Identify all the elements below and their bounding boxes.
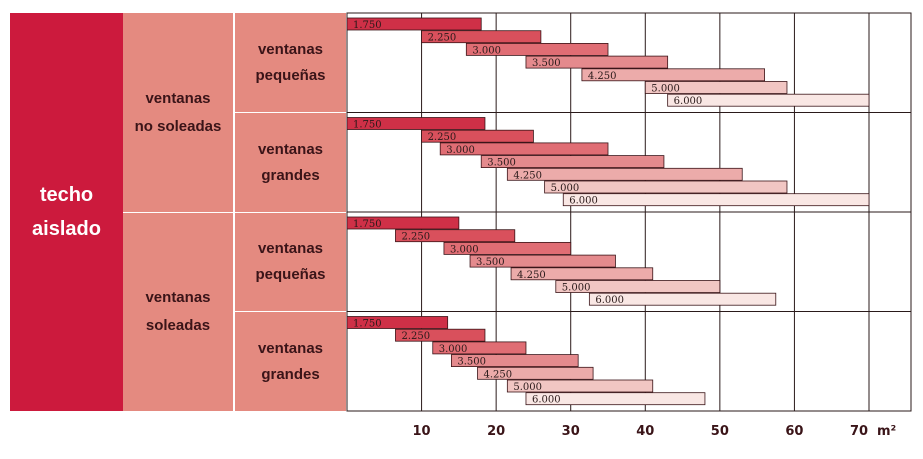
- bar: [465, 43, 609, 56]
- bar: [421, 30, 542, 44]
- bar-label: 6.000: [569, 196, 598, 207]
- subgroup-header-line2: grandes: [261, 166, 320, 184]
- subgroup-header-3: ventanas pequeñas: [234, 213, 346, 312]
- bar-label: 3.000: [472, 45, 501, 56]
- bar: [562, 193, 870, 207]
- group-header-line1: ventanas: [145, 289, 211, 306]
- bar: [506, 167, 743, 181]
- bar-label: 1.750: [353, 219, 382, 230]
- x-tick-label: 40: [636, 424, 654, 439]
- bar: [506, 379, 654, 393]
- bar: [667, 93, 870, 107]
- bar-label: 4.250: [588, 71, 617, 82]
- group-header-line2: no soleadas: [134, 117, 222, 135]
- bar-label: 6.000: [532, 395, 561, 406]
- bar-label: 4.250: [484, 369, 513, 380]
- subgroup-header-line2: grandes: [261, 365, 320, 383]
- bar: [346, 216, 460, 230]
- group-header-no-soleadas: ventanas no soleadas: [123, 13, 234, 213]
- bar: [395, 328, 486, 342]
- bar-label: 6.000: [674, 96, 703, 107]
- bar: [346, 17, 482, 31]
- group-header-soleadas: ventanas soleadas: [123, 213, 234, 411]
- bar-label: 3.500: [532, 58, 561, 69]
- bar: [480, 155, 665, 169]
- bar: [588, 292, 777, 306]
- bar: [555, 280, 721, 293]
- bar: [432, 341, 527, 355]
- bar-label: 2.250: [428, 132, 457, 143]
- x-axis-ticks: 10 20 30 40 50 60 70 m²: [413, 424, 897, 439]
- bar-label: 2.250: [401, 331, 430, 342]
- bar: [439, 142, 609, 156]
- bar-label: 2.250: [428, 33, 457, 44]
- bar-label: 3.000: [439, 344, 468, 355]
- bar: [450, 354, 579, 368]
- bar: [581, 68, 766, 82]
- group-header-line2: soleadas: [145, 317, 211, 334]
- bar-label: 3.000: [450, 244, 479, 255]
- bar-label: 3.500: [487, 158, 516, 169]
- subgroup-header-line1: ventanas: [257, 140, 324, 158]
- bar-label: 3.000: [446, 145, 475, 156]
- bar-label: 1.750: [353, 319, 382, 330]
- subgroup-header-line1: ventanas: [257, 240, 324, 257]
- bar-label: 3.500: [476, 257, 505, 268]
- row-header-main: techo aislado: [10, 13, 123, 411]
- x-tick-label: 30: [562, 424, 580, 439]
- bar-label: 4.250: [513, 170, 542, 181]
- bar: [525, 392, 706, 406]
- row-header-main-line2: aislado: [32, 218, 101, 240]
- bar-label: 5.000: [562, 283, 591, 294]
- bar: [644, 81, 788, 94]
- bar: [421, 129, 534, 143]
- x-unit-label: m²: [877, 424, 896, 439]
- subgroup-header-4: ventanas grandes: [234, 312, 346, 411]
- subgroup-header-line1: ventanas: [257, 339, 324, 357]
- subgroup-header-line1: ventanas: [257, 40, 324, 58]
- bar-label: 5.000: [513, 382, 542, 393]
- bar: [469, 254, 616, 268]
- bar-label: 3.500: [457, 357, 486, 368]
- x-tick-label: 10: [413, 424, 431, 439]
- x-tick-label: 70: [850, 424, 868, 439]
- row-header-main-line1: techo: [39, 184, 94, 206]
- bar: [395, 229, 516, 243]
- bar: [346, 117, 486, 130]
- bar: [443, 241, 572, 255]
- bar: [525, 55, 669, 69]
- subgroup-header-line2: pequeñas: [255, 66, 326, 84]
- bar-label: 1.750: [353, 120, 382, 131]
- x-tick-label: 20: [487, 424, 505, 439]
- bar-label: 6.000: [595, 295, 624, 306]
- bar-label: 5.000: [651, 84, 680, 95]
- subgroup-header-line2: pequeñas: [255, 266, 326, 283]
- subgroup-header-2: ventanas grandes: [234, 113, 346, 213]
- bar-label: 5.000: [551, 183, 580, 194]
- bar: [510, 267, 654, 281]
- bar-label: 2.250: [401, 232, 430, 243]
- group-header-line1: ventanas: [145, 89, 211, 107]
- subgroup-header-1: ventanas pequeñas: [234, 13, 346, 113]
- bar-label: 4.250: [517, 270, 546, 281]
- bar-label: 1.750: [353, 20, 382, 31]
- bar: [346, 316, 449, 329]
- bars: 1.7502.2503.0003.5004.2505.0006.0001.750…: [346, 17, 870, 406]
- bar: [544, 180, 788, 194]
- x-tick-label: 60: [785, 424, 803, 439]
- x-tick-label: 50: [711, 424, 729, 439]
- bar: [477, 366, 594, 380]
